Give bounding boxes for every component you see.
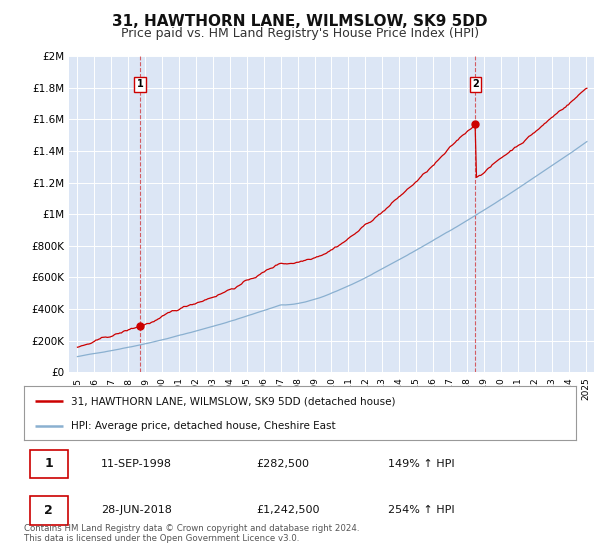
- Text: 1: 1: [137, 80, 143, 90]
- Text: 31, HAWTHORN LANE, WILMSLOW, SK9 5DD: 31, HAWTHORN LANE, WILMSLOW, SK9 5DD: [112, 14, 488, 29]
- Text: £282,500: £282,500: [256, 459, 309, 469]
- FancyBboxPatch shape: [29, 496, 68, 525]
- Text: 11-SEP-1998: 11-SEP-1998: [101, 459, 172, 469]
- Text: 254% ↑ HPI: 254% ↑ HPI: [388, 506, 455, 515]
- Text: Price paid vs. HM Land Registry's House Price Index (HPI): Price paid vs. HM Land Registry's House …: [121, 27, 479, 40]
- FancyBboxPatch shape: [29, 450, 68, 478]
- Text: 149% ↑ HPI: 149% ↑ HPI: [388, 459, 455, 469]
- Text: 28-JUN-2018: 28-JUN-2018: [101, 506, 172, 515]
- Text: Contains HM Land Registry data © Crown copyright and database right 2024.
This d: Contains HM Land Registry data © Crown c…: [24, 524, 359, 543]
- Text: HPI: Average price, detached house, Cheshire East: HPI: Average price, detached house, Ches…: [71, 421, 335, 431]
- Text: 1: 1: [44, 458, 53, 470]
- Text: £1,242,500: £1,242,500: [256, 506, 319, 515]
- Text: 2: 2: [44, 504, 53, 517]
- Text: 31, HAWTHORN LANE, WILMSLOW, SK9 5DD (detached house): 31, HAWTHORN LANE, WILMSLOW, SK9 5DD (de…: [71, 396, 395, 407]
- Text: 2: 2: [472, 80, 479, 90]
